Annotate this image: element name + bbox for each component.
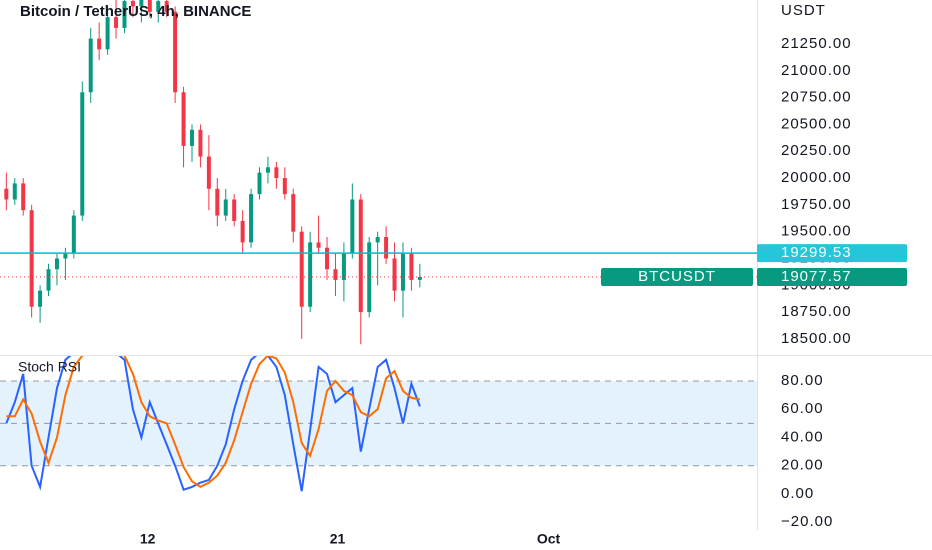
y-tick-label: 40.00 xyxy=(781,428,824,445)
y-tick-label: 60.00 xyxy=(781,400,824,417)
x-tick-label: Oct xyxy=(537,531,561,547)
candle-body xyxy=(316,242,321,248)
candle-body xyxy=(350,199,355,254)
y-tick-label: 80.00 xyxy=(781,372,824,389)
candle-body xyxy=(282,178,287,195)
candle-body xyxy=(417,276,422,280)
candle-body xyxy=(206,156,211,189)
candle-body xyxy=(38,290,43,307)
candle-body xyxy=(249,194,254,243)
candle-body xyxy=(71,215,76,254)
candle-body xyxy=(97,38,102,50)
candle-body xyxy=(232,199,237,221)
candle-body xyxy=(375,237,380,243)
candle-body xyxy=(215,188,220,216)
candle-body xyxy=(257,172,262,195)
candle-body xyxy=(274,167,279,179)
candle-body xyxy=(291,194,296,232)
candle-body xyxy=(130,1,135,7)
stoch-line xyxy=(5,356,421,492)
candle-body xyxy=(308,242,313,307)
symbol-label-box xyxy=(601,267,753,286)
candle-body xyxy=(325,247,330,270)
candle-body xyxy=(240,220,245,243)
y-tick-label: 20000.00 xyxy=(781,169,852,186)
price-pane xyxy=(0,0,757,345)
y-tick-label: 18500.00 xyxy=(781,330,852,347)
candle-body xyxy=(63,253,68,259)
candle-body xyxy=(147,0,152,12)
y-tick-label: 20750.00 xyxy=(781,89,852,106)
candle-body xyxy=(12,183,17,200)
x-tick-label: 12 xyxy=(140,531,156,547)
price-label-box xyxy=(757,244,907,263)
candle-body xyxy=(173,11,178,93)
candle-body xyxy=(223,199,228,216)
y-tick-label: 19500.00 xyxy=(781,223,852,240)
y-tick-label: 0.00 xyxy=(781,485,814,502)
candle-body xyxy=(122,1,127,28)
candle-body xyxy=(358,199,363,313)
candle-body xyxy=(265,167,270,173)
candle-body xyxy=(181,92,186,146)
unit-label: USDT xyxy=(781,2,826,19)
axes: 18500.0018750.0019000.0019250.0019500.00… xyxy=(140,35,907,547)
y-tick-label: 20500.00 xyxy=(781,115,852,132)
candle-body xyxy=(105,17,110,50)
indicator-title: Stoch RSI xyxy=(18,359,81,375)
y-tick-label: −20.00 xyxy=(781,513,833,530)
candle-body xyxy=(54,258,59,270)
candle-body xyxy=(114,17,119,28)
candle-body xyxy=(384,237,389,259)
candle-body xyxy=(409,253,414,280)
candle-body xyxy=(46,269,51,291)
price-label: 19077.57 xyxy=(781,268,852,285)
candle-body xyxy=(299,231,304,307)
unit-bg xyxy=(770,2,830,20)
candle-body xyxy=(4,188,9,200)
candle-body xyxy=(341,253,346,280)
candle-body xyxy=(139,0,144,7)
stoch-line xyxy=(6,356,421,489)
y-tick-label: 21000.00 xyxy=(781,62,852,79)
candle-body xyxy=(367,242,372,313)
y-tick-label: 20250.00 xyxy=(781,142,852,159)
candle-body xyxy=(392,258,397,291)
candle-body xyxy=(80,92,85,216)
y-tick-label: 19750.00 xyxy=(781,196,852,213)
stoch-pane xyxy=(0,356,757,492)
candle-body xyxy=(198,129,203,157)
y-tick-label: 21250.00 xyxy=(781,35,852,52)
price-label-box xyxy=(757,267,907,286)
y-tick-label: 20.00 xyxy=(781,457,824,474)
candle-body xyxy=(156,1,161,12)
candle-body xyxy=(21,183,26,211)
candle-body xyxy=(29,210,34,307)
y-tick-label: 18750.00 xyxy=(781,303,852,320)
price-label: 19299.53 xyxy=(781,244,852,261)
x-tick-label: 21 xyxy=(330,531,346,547)
symbol-label: BTCUSDT xyxy=(638,268,716,285)
candle-body xyxy=(164,1,169,12)
chart-title: Bitcoin / TetherUS, 4h, BINANCE xyxy=(20,3,251,20)
candle-body xyxy=(333,269,338,280)
candle-body xyxy=(400,253,405,291)
candle-body xyxy=(189,129,194,146)
candle-body xyxy=(88,38,93,93)
